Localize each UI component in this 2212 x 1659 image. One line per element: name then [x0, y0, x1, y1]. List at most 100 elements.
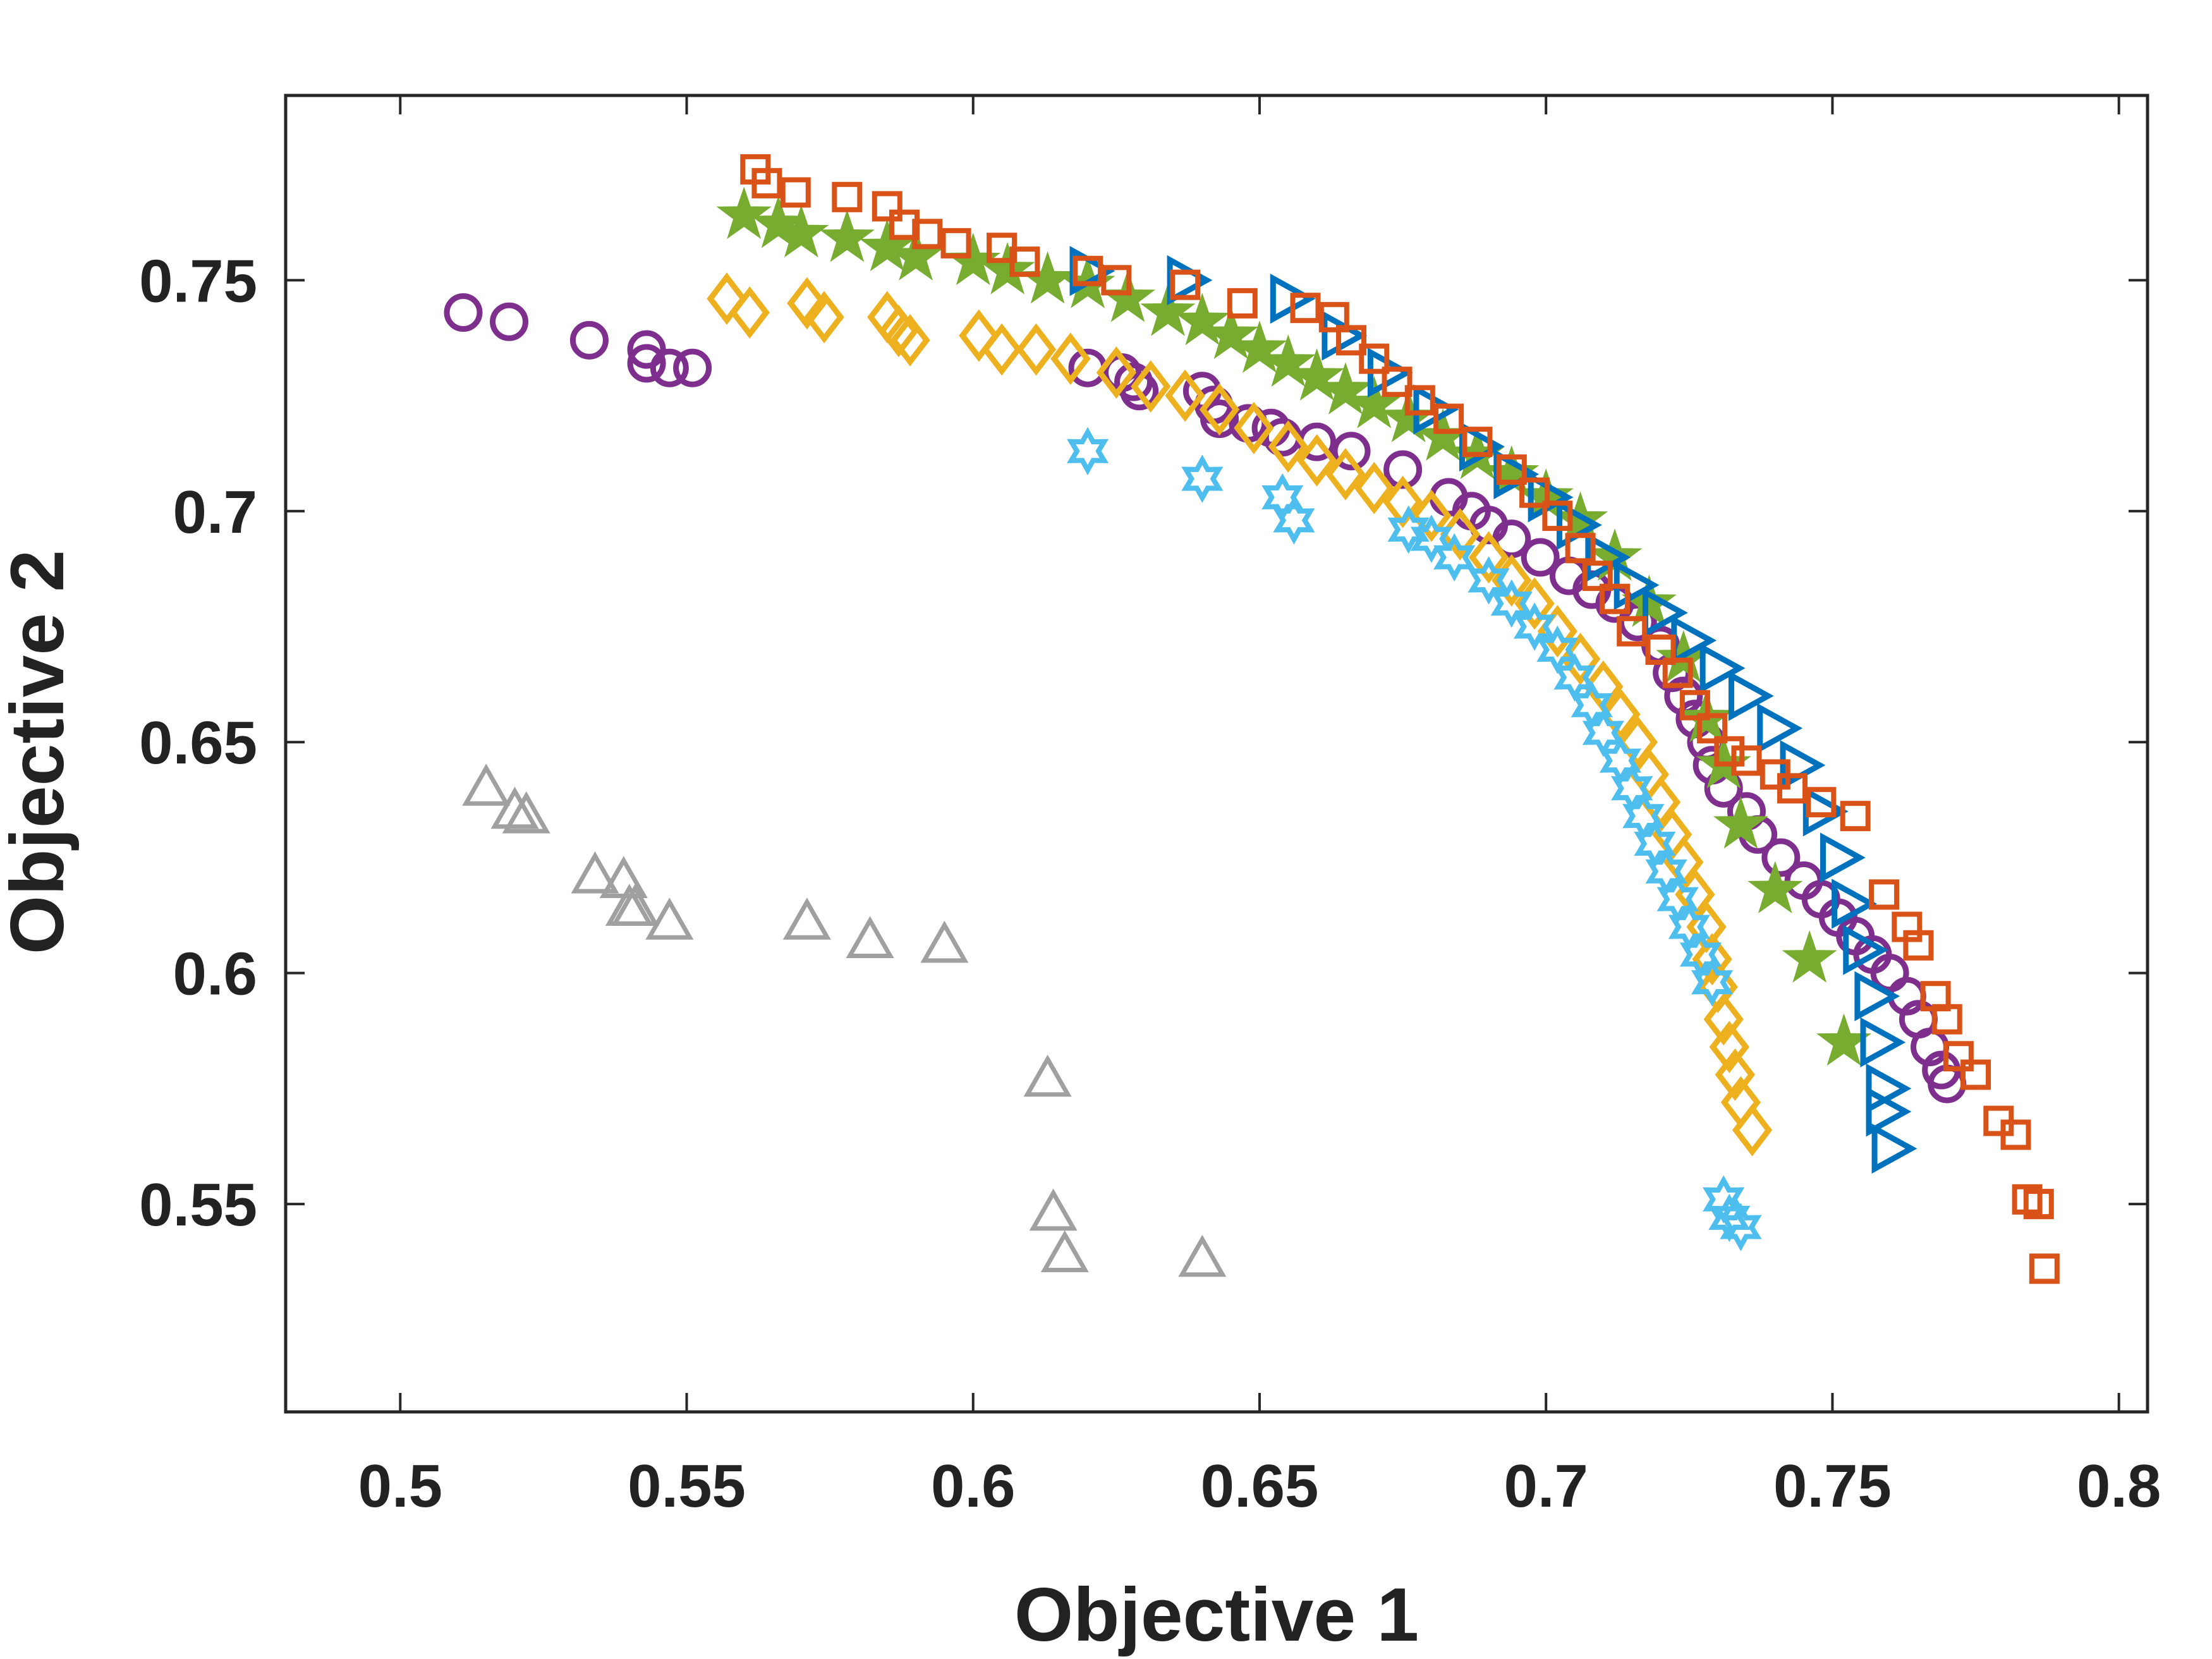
x-tick-label: 0.7 [1504, 1452, 1588, 1520]
gray-triangles-point [462, 763, 511, 806]
blue-right-triangles-point [1757, 703, 1803, 753]
x-tick-label: 0.55 [628, 1452, 746, 1520]
orange-diamonds-point [1709, 1021, 1749, 1074]
orange-diamonds-point [1016, 323, 1057, 376]
blue-right-triangles-point [1832, 878, 1877, 929]
blue-right-triangles-point [1699, 643, 1746, 693]
x-tick-label: 0.5 [358, 1452, 442, 1520]
x-tick-label: 0.8 [2077, 1452, 2161, 1520]
cyan-hexagrams-point [1468, 556, 1510, 605]
red-squares-point [1869, 879, 1900, 910]
red-squares-point [1714, 736, 1745, 767]
green-stars-point [716, 186, 772, 240]
gray-triangles-point [846, 916, 894, 959]
cyan-hexagrams-point [1720, 1203, 1762, 1251]
green-stars-point [1203, 307, 1259, 360]
green-stars-point [819, 209, 875, 262]
green-stars-point [1747, 861, 1803, 914]
orange-diamonds-point [1382, 475, 1423, 528]
gray-triangles-point [1040, 1230, 1089, 1273]
y-tick-label: 0.7 [173, 478, 257, 546]
red-squares-point [2023, 1189, 2054, 1220]
y-tick-label: 0.65 [139, 709, 257, 777]
orange-diamonds-point [1234, 401, 1274, 454]
red-squares-point [1009, 246, 1040, 277]
orange-diamonds-point [707, 272, 747, 325]
red-squares-point [1170, 269, 1201, 300]
purple-circles-point [490, 302, 529, 341]
purple-circles-point [1521, 538, 1560, 577]
red-squares-point [1617, 616, 1648, 647]
green-stars-point [1713, 796, 1769, 849]
orange-diamonds-point [1096, 346, 1137, 399]
red-squares-point [1433, 403, 1464, 434]
red-squares-point [832, 181, 863, 212]
purple-circles-point [650, 348, 689, 387]
green-stars-point [860, 219, 915, 272]
gray-triangles-point [645, 897, 694, 940]
blue-right-triangles-point [1860, 1017, 1906, 1067]
gray-triangles-point [920, 920, 969, 963]
series-red-squares [740, 154, 2060, 1284]
orange-diamonds-point [787, 277, 827, 330]
blue-right-triangles-point [1585, 532, 1631, 583]
red-squares-point [780, 177, 811, 208]
orange-diamonds-point [890, 313, 930, 367]
gray-triangles-point [1023, 1054, 1072, 1097]
red-squares-point [1777, 773, 1808, 804]
red-squares-point [912, 219, 943, 250]
red-squares-point [1227, 288, 1258, 319]
orange-diamonds-point [959, 309, 999, 362]
green-stars-point [774, 205, 829, 258]
cyan-hexagrams-point [1410, 514, 1453, 563]
purple-circles-point [673, 348, 712, 387]
blue-right-triangles-point [1854, 971, 1900, 1021]
red-squares-point [1073, 255, 1103, 286]
orange-diamonds-point [1354, 461, 1394, 514]
green-stars-point [1782, 930, 1837, 983]
axis-ticks: 0.5 0.55 0.6 0.65 0.7 0.75 0.8 0.55 0.6 0.65 0.7 0.… [139, 95, 2161, 1520]
orange-diamonds-point [1050, 332, 1091, 386]
orange-diamonds-point [1165, 369, 1205, 422]
orange-diamonds-point [1703, 993, 1744, 1046]
red-squares-point [1840, 801, 1871, 832]
purple-circles-point [1120, 372, 1159, 411]
red-squares-point [1336, 325, 1367, 356]
red-squares-point [1565, 533, 1596, 564]
red-squares-point [1662, 657, 1693, 688]
orange-diamonds-point [1600, 688, 1641, 741]
red-squares-point [872, 191, 902, 222]
purple-circles-point [627, 344, 666, 383]
blue-right-triangles-point [1866, 1086, 1912, 1137]
green-stars-point [1140, 283, 1196, 336]
y-tick-label: 0.55 [139, 1171, 257, 1239]
orange-diamonds-point [1732, 1103, 1773, 1157]
gray-triangles-point [490, 786, 539, 829]
red-squares-point [1101, 265, 1132, 296]
red-squares-point [1697, 713, 1728, 744]
green-stars-point [980, 241, 1035, 295]
red-squares-point [1806, 787, 1837, 818]
red-squares-point [1404, 385, 1435, 416]
orange-diamonds-point [1692, 933, 1732, 986]
green-stars-point [1232, 320, 1287, 373]
cyan-hexagrams-point [1387, 505, 1430, 554]
blue-right-triangles-point [1871, 1123, 1917, 1174]
red-squares-point [1903, 930, 1934, 961]
orange-diamonds-point [1131, 360, 1171, 413]
blue-right-triangles-point [1728, 671, 1774, 721]
purple-circles-point [1332, 432, 1371, 471]
cyan-hexagrams-point [1181, 454, 1224, 503]
orange-diamonds-point [804, 291, 844, 344]
red-squares-point [1679, 690, 1710, 720]
red-squares-point [1731, 745, 1762, 776]
red-squares-point [1943, 1041, 1974, 1072]
red-squares-point [1318, 301, 1349, 332]
purple-circles-point [569, 320, 609, 360]
green-stars-point [1346, 375, 1402, 428]
red-squares-point [1462, 427, 1493, 458]
purple-circles-point [627, 330, 666, 369]
y-tick-label: 0.6 [173, 940, 257, 1008]
x-tick-label: 0.65 [1201, 1452, 1319, 1520]
